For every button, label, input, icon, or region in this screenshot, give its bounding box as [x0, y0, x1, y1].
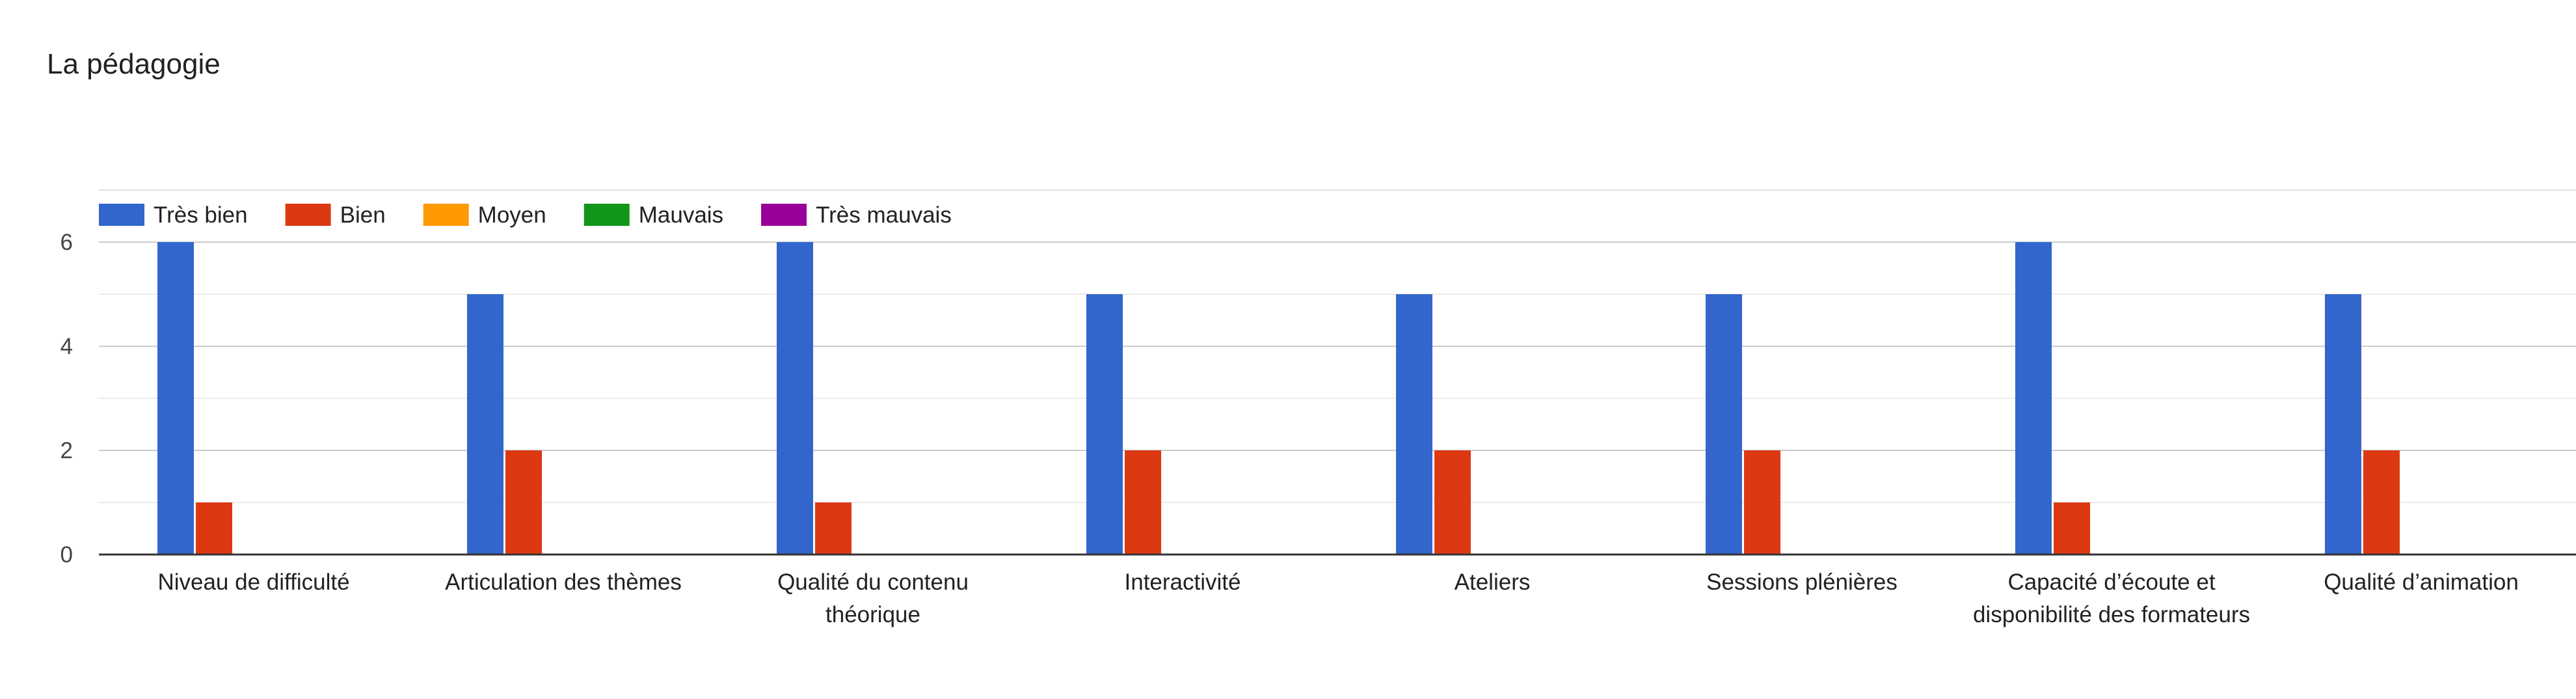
x-category-label: Interactivité: [1125, 569, 1241, 595]
axis-labels: 0 2 4 6 Niveau de difficulté Articulation des…: [60, 230, 2519, 627]
bar: [1744, 450, 1780, 555]
legend-swatch: [285, 204, 331, 226]
legend-item: Très mauvais: [761, 202, 952, 228]
y-tick-label: 2: [60, 438, 73, 463]
bar: [2325, 294, 2361, 555]
legend-item: Mauvais: [584, 202, 723, 228]
bar: [1706, 294, 1742, 555]
legend-label: Mauvais: [639, 202, 723, 228]
bar: [2015, 242, 2052, 555]
legend-swatch: [423, 204, 469, 226]
legend-swatch: [584, 204, 630, 226]
y-tick-label: 4: [60, 334, 73, 359]
bars: [157, 242, 2400, 555]
x-category-label: Qualité du contenu: [777, 569, 969, 595]
bar: [815, 502, 852, 555]
bar: [777, 242, 813, 555]
legend-item: Moyen: [423, 202, 546, 228]
chart-title: La pédagogie: [47, 48, 221, 80]
bar: [196, 502, 232, 555]
bar: [467, 294, 503, 555]
x-category-label: Qualité d’animation: [2324, 569, 2519, 595]
legend-item: Très bien: [99, 202, 248, 228]
bar: [157, 242, 194, 555]
x-category-label: Sessions plénières: [1706, 569, 1898, 595]
bar: [2054, 502, 2090, 555]
y-tick-label: 6: [60, 230, 73, 255]
x-category-label: Capacité d’écoute et: [2007, 569, 2215, 595]
legend-swatch: [761, 204, 807, 226]
bar: [1396, 294, 1432, 555]
bar: [1434, 450, 1471, 555]
x-category-label: Niveau de difficulté: [157, 569, 349, 595]
legend: Très bien Bien Moyen Mauvais Très mauvais: [99, 202, 952, 228]
legend-item: Bien: [285, 202, 386, 228]
x-category-label: Articulation des thèmes: [445, 569, 682, 595]
x-category-label: Ateliers: [1455, 569, 1531, 595]
y-tick-label: 0: [60, 542, 73, 568]
legend-label: Bien: [340, 202, 386, 228]
legend-label: Très mauvais: [816, 202, 952, 228]
x-category-label: théorique: [825, 602, 920, 627]
bar: [1086, 294, 1123, 555]
legend-label: Moyen: [478, 202, 546, 228]
legend-label: Très bien: [154, 202, 248, 228]
bar: [505, 450, 542, 555]
x-category-label: disponibilité des formateurs: [1973, 602, 2250, 627]
legend-swatch: [99, 204, 144, 226]
bar: [1125, 450, 1161, 555]
bar: [2363, 450, 2400, 555]
